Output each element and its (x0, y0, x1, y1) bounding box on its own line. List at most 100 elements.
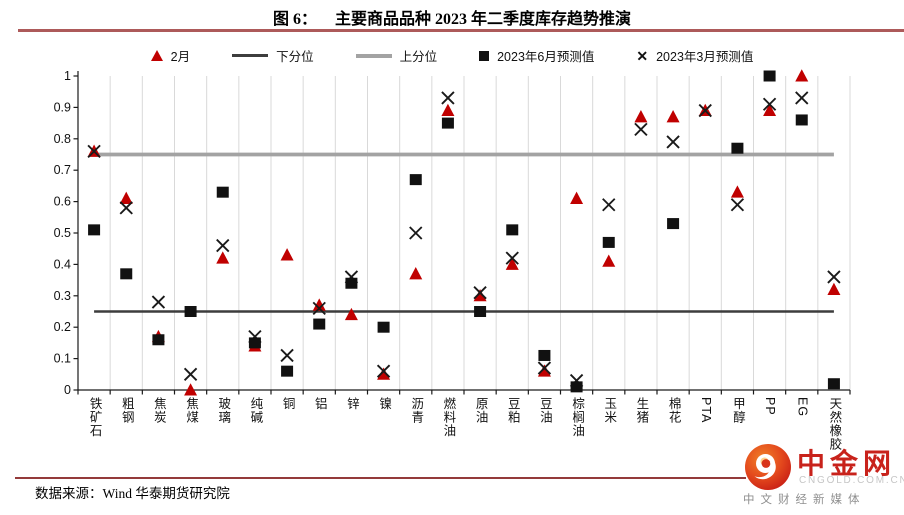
legend-triangle-icon (150, 50, 163, 61)
chart-legend: 2月 下分位 上分位 2023年6月预测值 ✕ 2023年3月预测值 (0, 46, 904, 65)
marker-square-june (377, 321, 390, 333)
marker-square-june (506, 224, 519, 236)
x-category-label: 燃料油 (441, 397, 456, 438)
marker-square-june (731, 142, 744, 154)
x-category-label: PTA (698, 397, 713, 424)
marker-x-march (730, 198, 745, 212)
marker-square-june (88, 224, 101, 236)
marker-x-march (795, 91, 809, 105)
marker-x-march (216, 238, 230, 253)
legend-label: 2023年3月预测值 (656, 50, 754, 64)
marker-x-march (312, 301, 326, 316)
x-category-label: 豆粕 (505, 397, 520, 424)
marker-x-march (827, 270, 841, 284)
marker-x-march (248, 329, 262, 344)
legend-item-line-gray: 上分位 (355, 46, 437, 65)
y-tick-label: 0.8 (54, 132, 71, 146)
legend-item-x: ✕ 2023年3月预测值 (636, 46, 753, 65)
marker-x-march (698, 103, 712, 118)
x-category-label: 纯碱 (248, 397, 263, 424)
legend-item-line-dark: 下分位 (232, 46, 314, 65)
marker-x-march (537, 361, 552, 375)
y-tick-label: 0.5 (54, 226, 71, 240)
logo-tagline-text: 中文财经新媒体 (743, 494, 866, 506)
x-category-label: 粗钢 (119, 397, 134, 424)
y-tick-label: 0 (64, 383, 71, 397)
figure-title-text: 主要商品品种 2023 年二季度库存趋势推演 (335, 11, 632, 28)
marker-triangle-feb (827, 282, 841, 296)
marker-triangle-feb (634, 110, 648, 123)
marker-triangle-feb (698, 103, 712, 117)
marker-x-march (216, 238, 230, 253)
x-category-label: 豆油 (537, 397, 552, 424)
legend-label: 下分位 (276, 50, 314, 64)
x-category-label: 焦煤 (184, 397, 199, 424)
x-category-label: 焦炭 (151, 397, 166, 424)
marker-x-march (762, 97, 777, 111)
marker-x-march (151, 295, 166, 309)
y-tick-label: 0.7 (54, 163, 71, 177)
marker-x-march (441, 91, 455, 105)
cngold-logo-icon (745, 444, 791, 490)
legend-square-icon (479, 50, 490, 61)
marker-square-june (827, 378, 840, 390)
marker-square-june (667, 218, 680, 230)
y-tick-label: 0.3 (54, 289, 71, 303)
x-category-label: 玉米 (602, 397, 617, 424)
marker-triangle-feb (216, 251, 230, 264)
marker-x-march (441, 91, 455, 105)
legend-label: 2023年6月预测值 (497, 50, 595, 64)
y-tick-label: 0.4 (54, 257, 71, 271)
marker-square-june (602, 236, 615, 248)
marker-square-june (538, 349, 551, 361)
marker-x-march (183, 367, 198, 381)
marker-x-march (409, 226, 423, 240)
marker-x-march (376, 364, 391, 378)
marker-triangle-feb (795, 69, 809, 82)
marker-square-june (409, 174, 422, 186)
x-category-label: 原油 (473, 397, 488, 424)
marker-triangle-feb (505, 257, 519, 270)
marker-square-june (152, 334, 165, 346)
marker-x-march (473, 285, 487, 300)
marker-x-march (762, 97, 777, 111)
marker-square-june (120, 268, 133, 280)
marker-triangle-feb (87, 144, 101, 157)
marker-x-march (537, 361, 552, 375)
x-category-label: PP (763, 397, 778, 416)
marker-x-march (248, 329, 262, 344)
marker-x-march (569, 373, 584, 388)
marker-square-june (248, 337, 261, 349)
marker-x-march (312, 301, 326, 316)
marker-square-june (441, 117, 454, 129)
marker-triangle-feb (602, 254, 616, 267)
legend-item-square: 2023年6月预测值 (479, 46, 594, 65)
x-category-label: 镍 (377, 397, 392, 411)
y-tick-label: 0.1 (54, 352, 71, 366)
marker-square-june (570, 381, 583, 393)
y-tick-label: 0.2 (54, 320, 71, 334)
marker-triangle-feb (151, 329, 165, 343)
marker-x-march (666, 135, 680, 149)
x-category-label: 铁矿石 (87, 397, 102, 438)
y-tick-label: 0.6 (54, 195, 71, 209)
marker-square-june (313, 318, 326, 330)
marker-x-march (634, 122, 648, 137)
x-category-label: 棕榈油 (570, 397, 585, 438)
footer-divider (15, 477, 746, 479)
y-tick-label: 1 (64, 69, 71, 83)
x-category-label: 铜 (280, 397, 295, 411)
marker-square-june (281, 365, 294, 377)
marker-x-march (87, 144, 101, 159)
logo-brand-text: 中金网 (797, 448, 897, 479)
marker-triangle-feb (537, 364, 551, 377)
marker-square-june (345, 277, 358, 289)
marker-square-june (184, 306, 197, 317)
marker-triangle-feb (473, 289, 487, 302)
marker-triangle-feb (409, 267, 423, 280)
marker-x-march (183, 367, 198, 381)
marker-x-march (795, 91, 809, 105)
x-category-label: 铝 (312, 397, 327, 411)
legend-line-dark-icon (232, 54, 269, 57)
